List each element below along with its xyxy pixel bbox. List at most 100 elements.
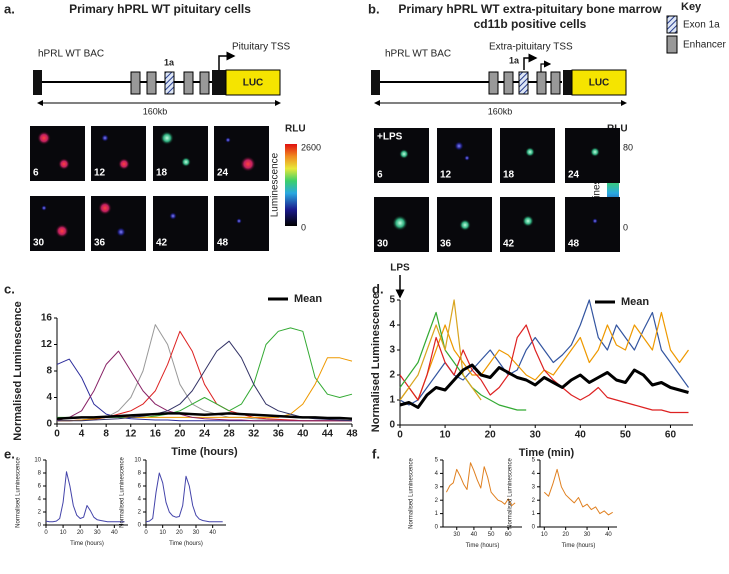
treatment-label: +LPS: [377, 132, 403, 143]
y-tick-label: 4: [138, 497, 142, 503]
y-tick-label: 5: [435, 458, 439, 464]
y-tick-label: 1: [532, 511, 536, 517]
y-tick-label: 1: [389, 395, 395, 406]
x-tick-label: 30: [584, 532, 591, 538]
x-tick-label: 32: [248, 429, 260, 440]
timepoint-label: 48: [568, 239, 580, 250]
key-title: Key: [681, 1, 702, 13]
x-tick-label: 30: [94, 530, 101, 536]
y-axis-label: Normalised Luminescence: [370, 293, 382, 432]
y-tick-label: 5: [532, 458, 536, 464]
panel-title: Primary hPRL WT extra-pituitary bone mar…: [398, 2, 662, 16]
series-line: [399, 324, 689, 414]
micrograph: [30, 196, 85, 251]
cell-signal: [240, 156, 256, 172]
timepoint-label: 42: [156, 238, 168, 249]
panel-label: d.: [372, 281, 384, 296]
cell-signal: [459, 219, 471, 231]
colorbar: [285, 144, 297, 226]
x-tick-label: 10: [159, 530, 166, 536]
x-tick-label: 40: [471, 532, 478, 538]
cell-signal: [181, 157, 191, 167]
cell-signal: [525, 147, 535, 157]
y-axis-label: Normalised Luminescence: [12, 301, 24, 440]
x-tick-label: 0: [397, 430, 403, 441]
y-tick-label: 0: [46, 419, 52, 430]
micrograph: [153, 196, 208, 251]
y-tick-label: 8: [38, 471, 42, 477]
timepoint-label: 36: [94, 238, 106, 249]
gene-diagram: [33, 51, 281, 106]
colorbar-max: 80: [623, 142, 633, 152]
cell-signal: [399, 149, 409, 159]
x-tick-label: 20: [562, 532, 569, 538]
y-tick-label: 2: [532, 498, 536, 504]
tss-label: Pituitary TSS: [232, 42, 290, 53]
x-tick-label: 16: [150, 429, 162, 440]
exon-label: 1a: [509, 55, 520, 65]
x-tick-label: 20: [485, 430, 497, 441]
micrograph: [437, 128, 492, 183]
cell-signal: [58, 158, 70, 170]
cell-signal: [464, 155, 470, 161]
timepoint-label: 24: [568, 170, 580, 181]
x-tick-label: 40: [209, 530, 216, 536]
y-tick-label: 0: [38, 523, 42, 529]
colorbar-label: Luminescence: [270, 152, 281, 217]
gene-diagram: [371, 53, 627, 106]
timepoint-label: 6: [33, 168, 39, 179]
y-axis-label: Normalised Luminescence: [120, 456, 126, 527]
cell-signal: [55, 224, 69, 238]
y-tick-label: 0: [138, 523, 142, 529]
key-swatch: [666, 15, 678, 34]
key-swatch: [666, 35, 678, 54]
y-tick-label: 2: [435, 498, 439, 504]
bac-label: hPRL WT BAC: [38, 49, 104, 60]
chart: 0 1 2 3 4 5 30 40 50 60 Normalised Luminescence Tim…: [409, 457, 522, 549]
cell-signal: [169, 212, 177, 220]
y-tick-label: 4: [46, 392, 52, 403]
x-axis-label: Time (min): [519, 447, 575, 459]
series-line: [57, 340, 353, 422]
x-axis-label: Time (hours): [466, 543, 500, 549]
cell-signal: [522, 215, 534, 227]
x-tick-label: 40: [297, 429, 309, 440]
cell-signal: [225, 137, 231, 143]
micrograph: [214, 126, 269, 181]
x-axis-label: Time (hours): [169, 541, 203, 547]
x-tick-label: 40: [111, 530, 118, 536]
series-line: [445, 462, 516, 507]
panel-title: cd11b positive cells: [474, 17, 587, 31]
micrograph: [214, 196, 269, 251]
x-tick-label: 48: [346, 429, 358, 440]
x-tick-label: 30: [193, 530, 200, 536]
x-tick-label: 50: [620, 430, 632, 441]
timepoint-label: 18: [503, 170, 515, 181]
series-line: [57, 324, 352, 422]
series-line: [399, 311, 527, 411]
cell-signal: [236, 218, 242, 224]
x-tick-label: 20: [176, 530, 183, 536]
annotation: LPS: [390, 263, 410, 274]
luc-label: LUC: [243, 78, 264, 89]
y-tick-label: 4: [435, 471, 439, 477]
key-item: Exon 1a: [683, 20, 720, 31]
x-tick-label: 36: [273, 429, 285, 440]
x-tick-label: 40: [575, 430, 587, 441]
x-tick-label: 10: [440, 430, 452, 441]
panel-label: e.: [4, 446, 15, 461]
x-tick-label: 0: [144, 530, 148, 536]
legend-label: Mean: [621, 296, 649, 308]
x-tick-label: 24: [199, 429, 211, 440]
timepoint-label: 30: [377, 239, 389, 250]
y-tick-label: 3: [389, 345, 395, 356]
panel-title: Primary hPRL WT pituitary cells: [69, 2, 251, 16]
colorbar-label: Luminescence: [592, 152, 603, 217]
y-tick-label: 1: [435, 511, 439, 517]
chart: 0 2 4 6 8 10 0 10 20 30 40 Normalised Luminescence T…: [120, 456, 226, 547]
bac-label: hPRL WT BAC: [385, 49, 451, 60]
x-tick-label: 30: [530, 430, 542, 441]
y-tick-label: 8: [138, 471, 142, 477]
